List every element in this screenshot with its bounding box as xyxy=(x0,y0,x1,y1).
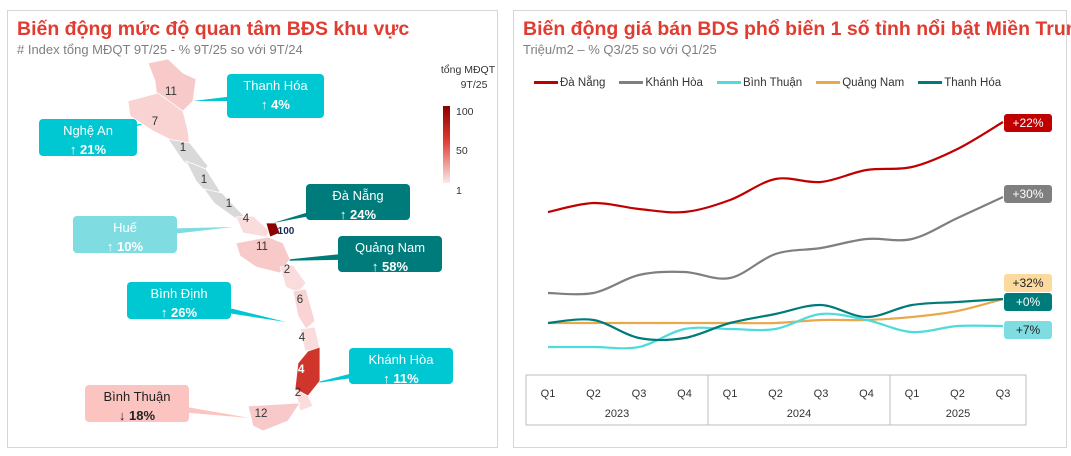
x-tick-label: Q2 xyxy=(586,388,601,400)
map-value-label: 2 xyxy=(284,264,290,276)
x-tick-label: Q2 xyxy=(950,388,965,400)
map-value-label: 1 xyxy=(180,142,186,154)
scale-min: 1 xyxy=(456,185,462,197)
map-value-label: 1 xyxy=(201,174,207,186)
scale-title-1: tổng MĐQT xyxy=(441,64,496,76)
scale-mid: 50 xyxy=(456,145,468,157)
region-binh-dinh xyxy=(292,288,316,330)
legend-item[interactable]: Bình Thuận xyxy=(716,77,803,89)
axis-box xyxy=(525,374,1027,426)
x-tick-label: Q3 xyxy=(814,388,829,400)
callout-7: Bình Thuận ↓ 18% xyxy=(85,385,189,423)
legend-swatch xyxy=(816,81,841,85)
map-value-label: 4 xyxy=(243,213,250,225)
map-value-label: 11 xyxy=(256,241,268,253)
color-scale-bar xyxy=(443,106,450,183)
callout-change: ↑ 4% xyxy=(261,97,290,112)
callout-province: Quảng Nam xyxy=(354,240,426,255)
callout-change: ↑ 21% xyxy=(69,142,107,157)
map-value-label: 6 xyxy=(297,294,303,306)
year-label: 2023 xyxy=(605,408,629,420)
callout-change: ↓ 18% xyxy=(118,408,156,423)
legend-item[interactable]: Thanh Hóa xyxy=(918,77,1001,89)
year-label: 2025 xyxy=(946,408,970,420)
legend-label: Khánh Hòa xyxy=(645,77,703,89)
callout-province: Thanh Hóa xyxy=(243,78,308,93)
end-label: +7% xyxy=(1004,321,1052,339)
callout-4: Quảng Nam ↑ 58% xyxy=(338,236,442,274)
legend-label: Thanh Hóa xyxy=(944,77,1002,89)
series-line-1 xyxy=(547,196,1004,296)
chart-title: Biến động giá bán BDS phổ biến 1 số tỉnh… xyxy=(523,18,1071,40)
end-label: +0% xyxy=(1004,293,1052,311)
scale-max: 100 xyxy=(456,106,474,118)
legend-label: Quảng Nam xyxy=(842,77,905,89)
x-tick-label: Q3 xyxy=(632,388,647,400)
legend-item[interactable]: Quảng Nam xyxy=(816,77,904,89)
legend-label: Bình Thuận xyxy=(742,77,803,89)
region-quang-ngai xyxy=(279,264,307,294)
map-value-label: 12 xyxy=(255,408,268,420)
map-value-label: 4 xyxy=(299,332,306,344)
callout-6: Khánh Hòa ↑ 11% xyxy=(349,348,453,386)
year-label: 2024 xyxy=(787,408,811,420)
callout-province: Bình Thuận xyxy=(103,389,171,404)
scale-title-2: 9T/25 xyxy=(461,79,488,91)
x-tick-label: Q4 xyxy=(859,388,874,400)
chart-subtitle: Triệu/m2 – % Q3/25 so với Q1/25 xyxy=(523,42,717,57)
callout-province: Huế xyxy=(113,220,137,235)
map-value-label: 7 xyxy=(152,116,158,128)
legend-swatch xyxy=(619,81,644,85)
interest-map-panel: Biến động mức độ quan tâm BĐS khu vực # … xyxy=(7,10,498,448)
series-line-2 xyxy=(548,312,1004,350)
map-value-label: 11 xyxy=(165,86,177,98)
region-hue xyxy=(235,215,271,238)
callout-change: ↑ 11% xyxy=(383,371,419,386)
callout-3: Huế ↑ 10% xyxy=(73,216,177,254)
x-tick-label: Q3 xyxy=(996,388,1011,400)
map-subtitle: # Index tổng MĐQT 9T/25 - % 9T/25 so với… xyxy=(17,42,303,57)
callout-change: ↑ 24% xyxy=(339,207,377,222)
end-label: +22% xyxy=(1004,114,1052,132)
callout-change: ↑ 58% xyxy=(371,259,409,274)
series-line-0 xyxy=(547,121,1004,214)
chart-legend: Đà Nẵng Khánh Hòa Bình Thuận Quảng Nam Thanh… xyxy=(534,77,1001,89)
price-chart-panel: Biến động giá bán BDS phổ biến 1 số tỉnh… xyxy=(513,10,1071,448)
map-value-label: 64 xyxy=(292,364,305,376)
x-tick-label: Q1 xyxy=(905,388,920,400)
map-value-label: 100 xyxy=(278,226,295,237)
callout-province: Nghệ An xyxy=(63,123,113,138)
callout-1: Nghệ An ↑ 21% xyxy=(39,119,137,157)
callout-province: Khánh Hòa xyxy=(368,352,434,367)
callout-province: Bình Định xyxy=(150,286,208,301)
series-line-4 xyxy=(547,297,1004,342)
callout-change: ↑ 10% xyxy=(106,239,144,254)
region-quang-tri xyxy=(203,188,245,220)
map-title: Biến động mức độ quan tâm BĐS khu vực xyxy=(17,18,410,40)
x-tick-label: Q4 xyxy=(677,388,692,400)
x-tick-label: Q2 xyxy=(768,388,783,400)
callout-change: ↑ 26% xyxy=(160,305,198,320)
map-value-label: 2 xyxy=(295,387,301,399)
region-da-nang xyxy=(265,222,281,238)
legend-label: Đà Nẵng xyxy=(560,77,606,89)
callout-2: Đà Nẵng ↑ 24% xyxy=(306,184,410,222)
legend-swatch xyxy=(918,81,943,85)
map-value-label: 1 xyxy=(226,198,232,210)
legend-swatch xyxy=(716,81,741,85)
end-label: +30% xyxy=(1004,185,1052,203)
legend-item[interactable]: Khánh Hòa xyxy=(619,77,703,89)
region-binh-thuan xyxy=(247,402,301,432)
callout-province: Đà Nẵng xyxy=(332,188,384,203)
end-label: +32% xyxy=(1004,274,1052,292)
legend-item[interactable]: Đà Nẵng xyxy=(534,77,605,89)
x-tick-label: Q1 xyxy=(541,388,556,400)
x-tick-label: Q1 xyxy=(723,388,738,400)
legend-swatch xyxy=(534,81,558,85)
callout-5: Bình Định ↑ 26% xyxy=(127,282,231,320)
callout-0: Thanh Hóa ↑ 4% xyxy=(227,74,324,118)
